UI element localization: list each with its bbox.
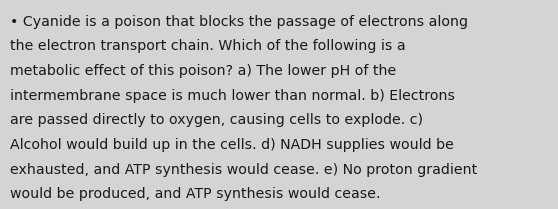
- Text: the electron transport chain. Which of the following is a: the electron transport chain. Which of t…: [10, 39, 406, 53]
- Text: metabolic effect of this poison? a) The lower pH of the: metabolic effect of this poison? a) The …: [10, 64, 396, 78]
- Text: • Cyanide is a poison that blocks the passage of electrons along: • Cyanide is a poison that blocks the pa…: [10, 15, 468, 29]
- Text: are passed directly to oxygen, causing cells to explode. c): are passed directly to oxygen, causing c…: [10, 113, 423, 127]
- Text: Alcohol would build up in the cells. d) NADH supplies would be: Alcohol would build up in the cells. d) …: [10, 138, 454, 152]
- Text: exhausted, and ATP synthesis would cease. e) No proton gradient: exhausted, and ATP synthesis would cease…: [10, 163, 477, 177]
- Text: would be produced, and ATP synthesis would cease.: would be produced, and ATP synthesis wou…: [10, 187, 381, 201]
- Text: intermembrane space is much lower than normal. b) Electrons: intermembrane space is much lower than n…: [10, 89, 455, 103]
